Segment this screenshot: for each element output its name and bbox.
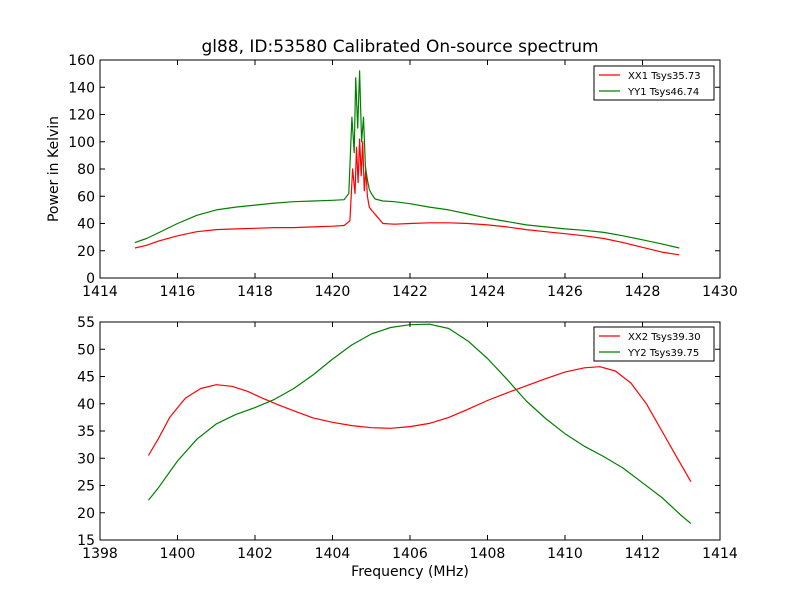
bottom-y-tick-label: 25 [77,479,95,495]
top-series-line-1 [134,138,680,256]
bottom-y-tick-label: 40 [77,397,95,413]
top-y-tick-label: 20 [77,244,95,260]
bottom-chart: 1398 1400 1402 1404 1406 1408 1410 1412 1414 15 20… [77,315,738,580]
bottom-legend-entry-1: XX2 Tsys39.30 [628,332,701,343]
top-legend-entry-2: YY1 Tsys46.74 [627,87,699,98]
bottom-series-line-2 [147,323,692,525]
top-x-tick-label: 1430 [702,284,738,300]
top-x-tick-label: 1428 [625,284,661,300]
top-x-tick-label: 1414 [82,284,118,300]
top-x-tick-label: 1416 [160,284,196,300]
top-y-tick-label: 80 [77,162,95,178]
top-chart-series-group [134,70,680,256]
bottom-legend-box [593,326,715,362]
top-y-tick-label: 60 [77,189,95,205]
top-y-tick-label: 100 [68,135,95,151]
bottom-x-tick-label: 1400 [160,546,196,562]
bottom-x-tick-label: 1410 [547,546,583,562]
bottom-chart-ticks: 1398 1400 1402 1404 1406 1408 1410 1412 1414 15 20… [77,315,738,562]
bottom-chart-series-group [147,323,692,525]
top-x-tick-label: 1420 [315,284,351,300]
bottom-x-tick-label: 1414 [702,546,738,562]
top-y-tick-label: 0 [86,271,95,287]
bottom-x-tick-label: 1398 [82,546,118,562]
top-x-tick-label: 1418 [237,284,273,300]
top-chart-y-axis-label: Power in Kelvin [46,116,62,222]
bottom-y-tick-label: 15 [77,533,95,549]
top-series-line-2 [134,70,680,249]
top-x-tick-label: 1426 [547,284,583,300]
top-chart-title: gl88, ID:53580 Calibrated On-source spec… [201,37,598,57]
top-x-tick-label: 1422 [392,284,428,300]
bottom-chart-x-axis-label: Frequency (MHz) [351,564,469,580]
top-chart: gl88, ID:53580 Calibrated On-source spec… [46,37,738,300]
top-legend-box [593,65,715,101]
bottom-y-tick-label: 30 [77,451,95,467]
top-legend-entry-1: XX1 Tsys35.73 [628,71,701,82]
top-y-tick-label: 40 [77,217,95,233]
top-y-tick-label: 120 [68,108,95,124]
bottom-y-tick-label: 55 [77,315,95,331]
bottom-x-tick-label: 1404 [315,546,351,562]
top-y-tick-label: 140 [68,80,95,96]
bottom-x-tick-label: 1412 [625,546,661,562]
top-chart-ticks: 1414 1416 1418 1420 1422 1424 1426 1428 1430 0 20 4… [68,53,738,300]
bottom-x-tick-label: 1406 [392,546,428,562]
bottom-x-tick-label: 1408 [470,546,506,562]
top-x-tick-label: 1424 [470,284,506,300]
top-chart-legend: XX1 Tsys35.73 YY1 Tsys46.74 [593,65,715,101]
bottom-y-tick-label: 35 [77,424,95,440]
top-y-tick-label: 160 [68,53,95,69]
bottom-y-tick-label: 45 [77,370,95,386]
bottom-series-line-1 [147,366,692,482]
bottom-y-tick-label: 20 [77,506,95,522]
bottom-legend-entry-2: YY2 Tsys39.75 [627,348,699,359]
bottom-x-tick-label: 1402 [237,546,273,562]
bottom-y-tick-label: 50 [77,342,95,358]
bottom-chart-legend: XX2 Tsys39.30 YY2 Tsys39.75 [593,326,715,362]
